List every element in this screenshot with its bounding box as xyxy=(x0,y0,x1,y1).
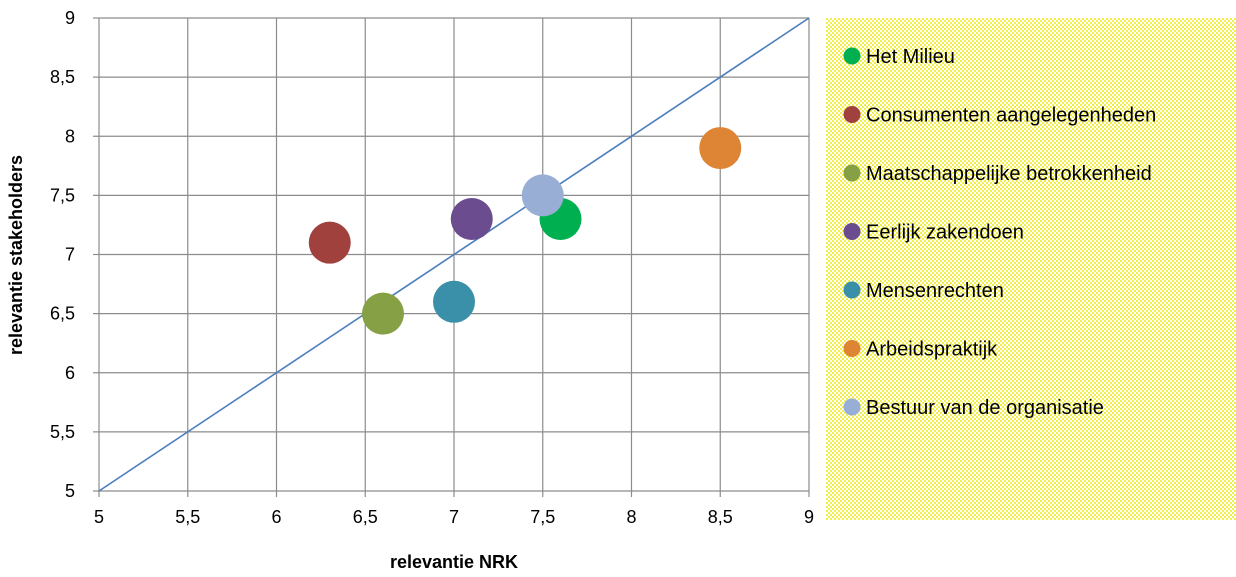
y-tick-label: 5 xyxy=(65,481,75,501)
data-point xyxy=(450,198,493,241)
x-tick-label: 6,5 xyxy=(353,507,378,527)
y-tick-label: 5,5 xyxy=(50,422,75,442)
legend-marker xyxy=(843,398,861,416)
y-tick-label: 7,5 xyxy=(50,185,75,205)
y-tick-label: 6,5 xyxy=(50,304,75,324)
data-point xyxy=(699,127,742,170)
legend-marker xyxy=(843,47,861,65)
y-tick-label: 6 xyxy=(65,363,75,383)
legend-marker xyxy=(843,164,861,182)
tick-labels: 5 5,5 6 6,5 7 7,5 8 8,5 9 5 5,5 6 6,5 7 7,5 8 8,5 9 xyxy=(50,8,814,527)
data-point xyxy=(433,280,475,323)
x-tick-label: 7,5 xyxy=(530,507,555,527)
y-tick-label: 8 xyxy=(65,126,75,146)
legend-marker xyxy=(843,106,861,123)
legend-background xyxy=(826,18,1236,520)
legend-marker xyxy=(843,340,861,357)
y-tick-label: 8,5 xyxy=(50,67,75,87)
data-point xyxy=(521,174,564,217)
legend-label: Eerlijk zakendoen xyxy=(866,222,1024,244)
legend-label: Arbeidspraktijk xyxy=(866,339,998,361)
x-tick-label: 7 xyxy=(449,507,459,527)
legend-label: Mensenrechten xyxy=(866,280,1004,302)
legend-label: Het Milieu xyxy=(866,46,955,68)
legend-marker xyxy=(843,281,861,299)
x-tick-label: 8,5 xyxy=(708,507,733,527)
y-tick-label: 9 xyxy=(65,8,75,28)
axis-titles: relevantie NRK relevantie stakeholders xyxy=(6,155,518,572)
data-points xyxy=(308,127,742,335)
y-tick-label: 7 xyxy=(65,245,75,265)
legend-label: Consumenten aangelegenheden xyxy=(866,105,1156,127)
legend-label: Bestuur van de organisatie xyxy=(866,397,1104,419)
x-tick-label: 9 xyxy=(804,507,814,527)
legend: Het Milieu Consumenten aangelegenheden Maa… xyxy=(826,18,1236,520)
reference-line xyxy=(98,17,810,492)
x-axis-title: relevantie NRK xyxy=(390,552,518,572)
legend-label: Maatschappelijke betrokkenheid xyxy=(866,163,1152,185)
x-tick-label: 8 xyxy=(626,507,636,527)
x-tick-label: 5,5 xyxy=(175,507,200,527)
legend-marker xyxy=(843,223,861,240)
x-tick-label: 5 xyxy=(94,507,104,527)
data-point xyxy=(308,221,351,264)
data-point xyxy=(362,292,404,335)
y-axis-title: relevantie stakeholders xyxy=(6,155,26,355)
x-tick-label: 6 xyxy=(271,507,281,527)
reference-line-group xyxy=(98,17,810,492)
